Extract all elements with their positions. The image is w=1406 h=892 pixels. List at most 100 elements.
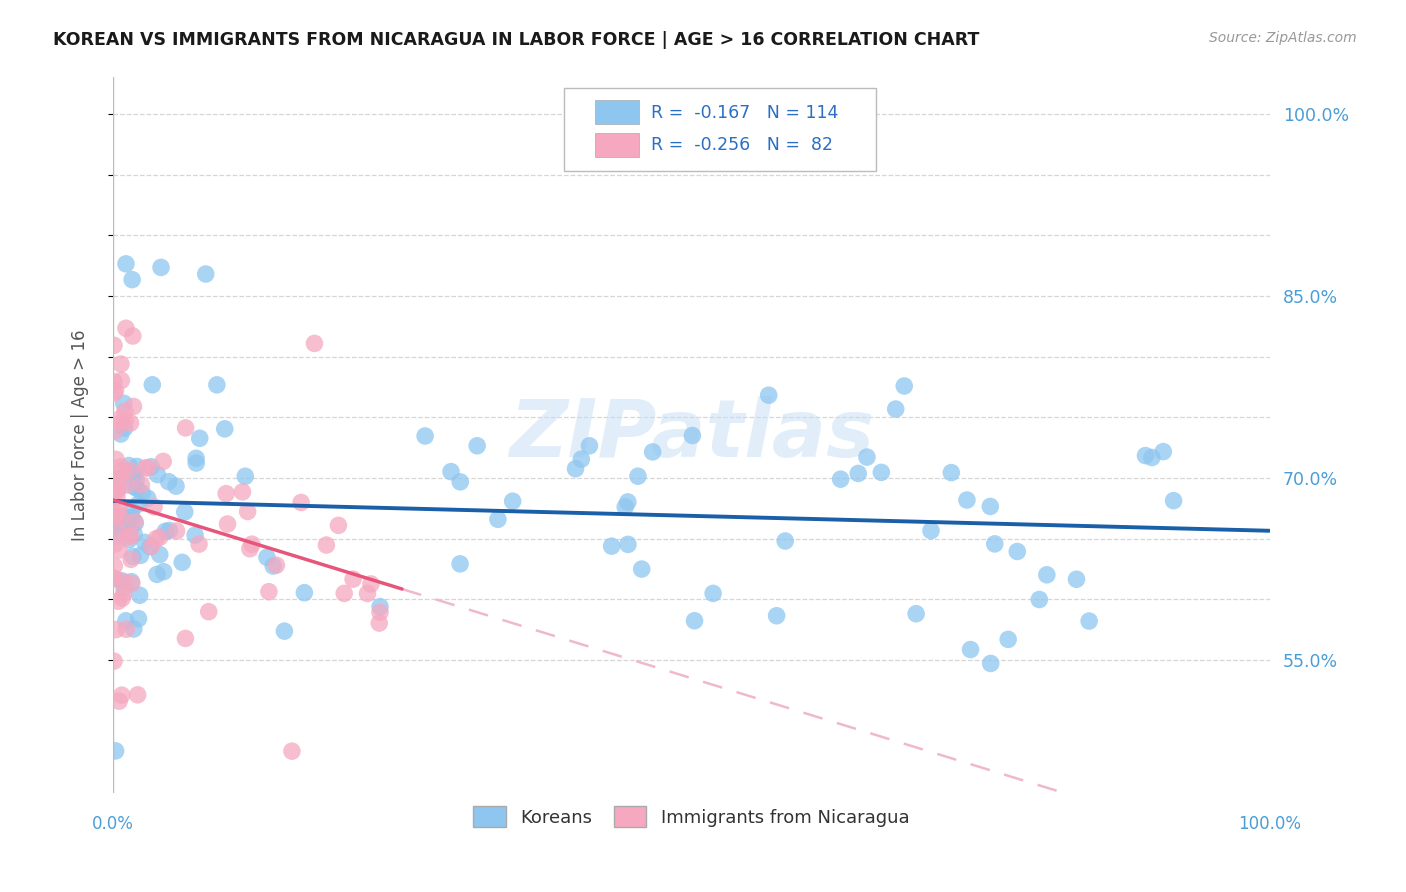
Point [124,516,146,530]
Point [129,549,152,563]
Point [103,559,125,574]
Point [143,500,166,514]
Point [920,524,942,538]
Point [141,539,163,553]
Point [281,744,304,758]
Point [122,622,145,636]
Point [165,479,187,493]
Point [103,375,125,389]
Point [111,517,134,532]
Point [114,404,136,418]
Point [205,377,228,392]
Point [342,572,364,586]
Point [328,518,350,533]
Point [959,642,981,657]
Point [578,439,600,453]
Point [184,451,207,466]
Point [979,500,1001,514]
Point [157,475,180,489]
Point [108,694,131,708]
Point [188,537,211,551]
Point [236,504,259,518]
Point [114,421,136,435]
Point [1140,450,1163,465]
Point [110,427,132,442]
Point [120,505,142,519]
Point [174,632,197,646]
Point [1163,493,1185,508]
Point [121,510,143,524]
Point [124,515,146,529]
Point [413,429,436,443]
Point [256,550,278,565]
Legend: Koreans, Immigrants from Nicaragua: Koreans, Immigrants from Nicaragua [465,799,917,834]
Point [108,525,131,540]
Point [125,459,148,474]
Point [107,483,129,497]
Point [333,586,356,600]
Point [356,586,378,600]
Point [131,477,153,491]
Point [214,422,236,436]
Point [231,484,253,499]
Point [120,529,142,543]
Point [956,493,979,508]
Point [186,456,208,470]
Point [184,528,207,542]
Point [146,467,169,482]
Y-axis label: In Labor Force | Age > 16: In Labor Force | Age > 16 [72,330,89,541]
Point [120,416,142,430]
Point [139,540,162,554]
Point [128,497,150,511]
Point [118,464,141,478]
Point [110,574,132,588]
Point [290,495,312,509]
Point [104,424,127,438]
Point [105,491,128,505]
Point [103,386,125,401]
Point [360,577,382,591]
Point [103,483,125,498]
Point [122,527,145,541]
Point [166,524,188,538]
Point [846,467,869,481]
Point [104,384,127,398]
Point [111,688,134,702]
Point [149,530,172,544]
Point [157,524,180,538]
Point [141,377,163,392]
Point [115,321,138,335]
Point [121,576,143,591]
Text: 0.0%: 0.0% [91,815,134,833]
Point [121,273,143,287]
Text: KOREAN VS IMMIGRANTS FROM NICARAGUA IN LABOR FORCE | AGE > 16 CORRELATION CHART: KOREAN VS IMMIGRANTS FROM NICARAGUA IN L… [53,31,980,49]
Point [112,463,135,477]
Point [134,535,156,549]
Point [110,411,132,425]
Point [118,526,141,541]
Point [1135,449,1157,463]
Point [125,482,148,496]
Point [105,623,128,637]
Point [614,500,637,514]
Point [135,461,157,475]
Point [368,616,391,631]
Point [136,460,159,475]
Point [104,471,127,485]
Point [107,483,129,497]
Point [564,461,586,475]
Point [115,614,138,628]
Point [121,329,143,343]
Point [683,614,706,628]
Point [449,475,471,489]
Point [149,548,172,562]
Point [702,586,724,600]
Point [145,532,167,546]
Point [122,479,145,493]
Point [111,416,134,430]
Point [115,478,138,492]
Point [856,450,879,464]
Point [103,520,125,534]
Point [110,511,132,525]
Point [773,533,796,548]
